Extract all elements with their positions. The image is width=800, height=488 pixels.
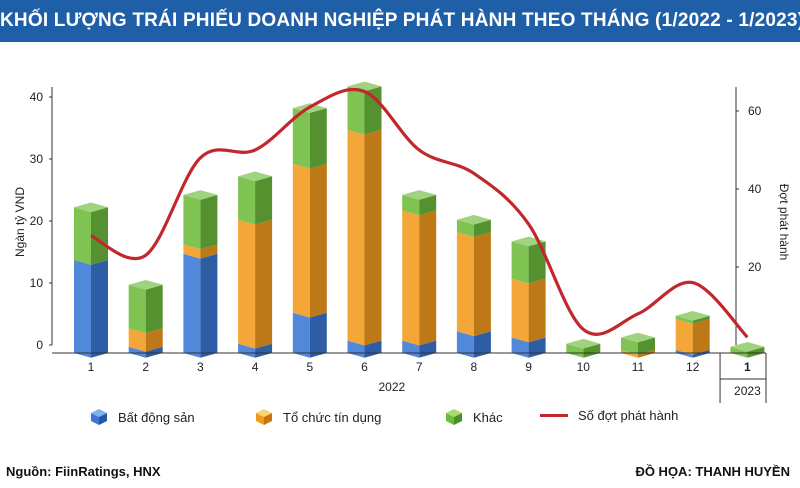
green-cube-icon	[446, 409, 462, 425]
right-tick-label: 20	[748, 260, 762, 274]
x-tick-label: 10	[577, 360, 591, 374]
source-note: Nguồn: FiinRatings, HNX	[6, 464, 161, 479]
x-tick-label: 1	[88, 360, 95, 374]
legend-item-khac: Khác	[445, 408, 503, 426]
x-tick-label: 1	[744, 360, 751, 374]
bar-segment-khac	[183, 194, 218, 250]
bar-top-cap	[621, 332, 655, 343]
blue-cube-icon	[91, 409, 107, 425]
bar-segment-bat-dong-san	[238, 343, 273, 358]
x-tick-label: 7	[416, 360, 423, 374]
x-tick-label: 8	[471, 360, 478, 374]
bar-top-cap	[456, 214, 491, 225]
legend-item-so-dot: Số đợt phát hành	[540, 408, 678, 423]
left-tick-label: 30	[30, 152, 44, 166]
red-line-icon	[540, 414, 568, 417]
left-axis-title: Ngàn tỷ VND	[13, 187, 27, 257]
bar-top-cap	[74, 202, 108, 213]
bar-segment-to-chuc-tin-dung	[511, 278, 546, 343]
bar-top-cap	[402, 190, 437, 200]
left-tick-label: 40	[30, 90, 44, 104]
legend-label: Tổ chức tín dụng	[283, 409, 382, 425]
bars	[74, 81, 765, 358]
left-tick-label: 20	[30, 214, 44, 228]
bar-segment-to-chuc-tin-dung	[675, 318, 710, 355]
x-tick-label: 5	[306, 360, 313, 374]
line-series	[90, 87, 749, 339]
legend-label: Bất động sản	[118, 409, 195, 425]
x-tick-label: 9	[525, 360, 532, 374]
bar-segment-khac	[74, 207, 108, 265]
right-axis-title: Đợt phát hành	[777, 184, 791, 261]
right-axis: 20 40 60 Đợt phát hành	[735, 87, 791, 345]
bar-segment-khac	[292, 108, 327, 169]
bar-segment-khac	[675, 315, 710, 324]
bar-segment-to-chuc-tin-dung	[128, 328, 163, 352]
bar-segment-to-chuc-tin-dung	[621, 349, 655, 358]
bar-segment-to-chuc-tin-dung	[183, 244, 218, 259]
bar-segment-bat-dong-san	[128, 346, 163, 358]
bar-segment-bat-dong-san	[183, 253, 218, 358]
right-tick-label: 60	[748, 104, 762, 118]
bar-segment-khac	[402, 194, 437, 216]
bar-segment-khac	[238, 176, 273, 225]
chart-area: 0 10 20 30 40 Ngàn tỷ VND 20 40 60 Đợt phát hành…	[13, 81, 791, 403]
bar-segment-to-chuc-tin-dung	[292, 163, 327, 318]
legend-item-to-chuc-tin-dung: Tổ chức tín dụng	[255, 408, 381, 426]
left-tick-label: 0	[36, 338, 43, 352]
bar-segment-bat-dong-san	[74, 260, 108, 358]
legend-label: Số đợt phát hành	[578, 408, 679, 423]
right-tick-label: 40	[748, 182, 762, 196]
bar-segment-bat-dong-san	[675, 349, 710, 358]
bar-segment-to-chuc-tin-dung	[238, 219, 273, 349]
bar-top-cap	[128, 280, 163, 290]
bar-top-cap	[183, 190, 218, 200]
bar-segment-khac	[566, 343, 601, 358]
x-tick-label: 3	[197, 360, 204, 374]
bar-segment-khac	[621, 337, 655, 355]
bar-segment-to-chuc-tin-dung	[456, 232, 491, 337]
left-tick-label: 10	[30, 276, 44, 290]
bar-top-cap	[238, 171, 273, 182]
bar-top-cap	[566, 338, 601, 349]
bar-segment-khac	[511, 241, 546, 284]
orange-cube-icon	[256, 409, 272, 425]
bar-segment-bat-dong-san	[292, 312, 327, 358]
legend: Bất động sản Tổ chức tín dụng Khác Số đợ…	[0, 408, 800, 432]
so-dot-phat-hanh-line	[90, 87, 749, 339]
x-tick-label: 11	[632, 360, 645, 374]
left-axis: 0 10 20 30 40 Ngàn tỷ VND	[13, 87, 53, 352]
graphic-credit: ĐỒ HỌA: THANH HUYỀN	[635, 464, 790, 479]
x-tick-label: 12	[686, 360, 700, 374]
bar-top-cap	[730, 342, 765, 352]
chart-title: KHỐI LƯỢNG TRÁI PHIẾU DOANH NGHIỆP PHÁT …	[0, 0, 800, 42]
bar-segment-khac	[730, 346, 765, 358]
x-tick-label: 6	[361, 360, 368, 374]
bar-top-cap	[675, 311, 710, 321]
legend-item-bat-dong-san: Bất động sản	[90, 408, 195, 426]
bar-segment-bat-dong-san	[456, 331, 491, 358]
bar-segment-to-chuc-tin-dung	[347, 129, 382, 346]
bar-segment-to-chuc-tin-dung	[402, 210, 437, 346]
legend-label: Khác	[473, 409, 503, 425]
x-tick-label: 4	[252, 360, 259, 374]
bar-segment-khac	[128, 284, 163, 333]
year-label: 2022	[378, 380, 405, 394]
bar-segment-khac	[456, 219, 491, 237]
x-tick-label: 2	[142, 360, 149, 374]
bar-segment-khac	[347, 86, 382, 135]
year-label: 2023	[734, 384, 761, 398]
